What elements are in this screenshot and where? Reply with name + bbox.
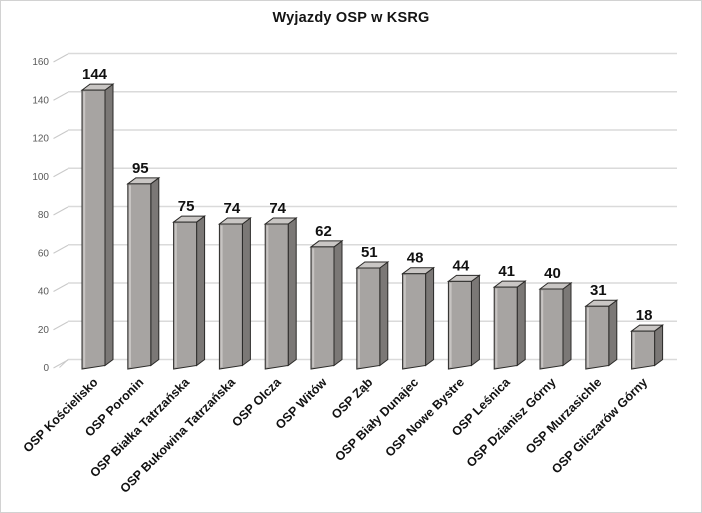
bar-side-face xyxy=(608,299,618,367)
category-label: OSP Ząb xyxy=(329,375,376,422)
y-tick-label: 120 xyxy=(32,134,49,145)
bar[interactable] xyxy=(630,324,665,370)
bar-front-face xyxy=(264,223,289,370)
bar-side-face xyxy=(241,216,251,367)
bar-side-face xyxy=(104,83,114,367)
bar[interactable] xyxy=(263,216,298,370)
category-label: OSP Gliczarów Górny xyxy=(549,375,650,476)
value-label: 75 xyxy=(178,198,195,215)
bar[interactable] xyxy=(217,216,252,370)
chart-title: Wyjazdy OSP w KSRG xyxy=(272,10,430,26)
value-label: 144 xyxy=(82,66,108,83)
bar[interactable] xyxy=(172,215,207,370)
bar-front-face xyxy=(356,267,381,370)
y-tick-label: 80 xyxy=(38,210,50,221)
bar[interactable] xyxy=(492,280,527,370)
tick-connector xyxy=(53,321,69,331)
value-label: 48 xyxy=(407,250,424,267)
tick-connector xyxy=(53,244,69,254)
tick-connector xyxy=(53,53,69,63)
y-tick-label: 140 xyxy=(32,95,49,106)
bar-front-face xyxy=(631,330,656,370)
bar-front-face xyxy=(173,221,198,370)
bar-side-face xyxy=(196,215,206,367)
bar[interactable] xyxy=(446,274,481,370)
bar-front-face xyxy=(218,223,243,370)
value-label: 31 xyxy=(590,282,607,299)
bar-front-face xyxy=(402,273,427,370)
tick-connector xyxy=(53,130,69,139)
value-label: 51 xyxy=(361,244,378,261)
y-tick-label: 100 xyxy=(32,172,49,183)
bar[interactable] xyxy=(538,282,573,370)
value-label: 95 xyxy=(132,160,149,177)
bar-front-face xyxy=(493,286,518,370)
bar[interactable] xyxy=(126,176,161,370)
tick-connector xyxy=(53,283,69,292)
y-tick-label: 60 xyxy=(38,248,50,259)
value-label: 74 xyxy=(224,200,241,217)
bar-side-face xyxy=(287,216,297,367)
bar-side-face xyxy=(470,274,480,367)
bar[interactable] xyxy=(355,260,390,370)
y-tick-label: 160 xyxy=(32,57,49,68)
y-tick-label: 40 xyxy=(38,287,50,298)
bar-front-face xyxy=(447,280,472,370)
value-label: 18 xyxy=(636,307,653,324)
bar-front-face xyxy=(310,246,335,370)
y-tick-label: 20 xyxy=(38,325,50,336)
value-label: 44 xyxy=(453,257,470,274)
bar-side-face xyxy=(425,266,435,367)
bar[interactable] xyxy=(80,83,115,370)
category-label: OSP Nowe Bystre xyxy=(383,375,467,459)
bar[interactable] xyxy=(584,299,619,370)
category-label: OSP Dzianisz Górny xyxy=(464,375,559,470)
bar[interactable] xyxy=(309,239,344,370)
value-label: 62 xyxy=(315,223,332,240)
category-label: OSP Kościelisko xyxy=(21,375,101,455)
tick-connector xyxy=(53,168,69,178)
bar-side-face xyxy=(333,239,343,367)
tick-connector xyxy=(53,91,69,101)
bar-side-face xyxy=(516,280,526,367)
value-label: 41 xyxy=(498,263,515,280)
bar-front-face xyxy=(539,288,564,370)
bar-side-face xyxy=(150,176,160,367)
y-tick-label: 0 xyxy=(43,363,49,374)
bar-front-face xyxy=(127,183,152,370)
bar-side-face xyxy=(654,324,664,367)
value-label: 74 xyxy=(269,200,286,217)
bar-front-face xyxy=(585,305,610,370)
value-label: 40 xyxy=(544,265,561,282)
bar-side-face xyxy=(562,282,572,367)
bar-side-face xyxy=(379,260,389,367)
category-label: OSP Biały Dunajec xyxy=(332,375,421,464)
tick-connector xyxy=(53,206,69,216)
bar[interactable] xyxy=(401,266,436,370)
floor-edge xyxy=(59,359,69,368)
bar-front-face xyxy=(81,89,106,370)
